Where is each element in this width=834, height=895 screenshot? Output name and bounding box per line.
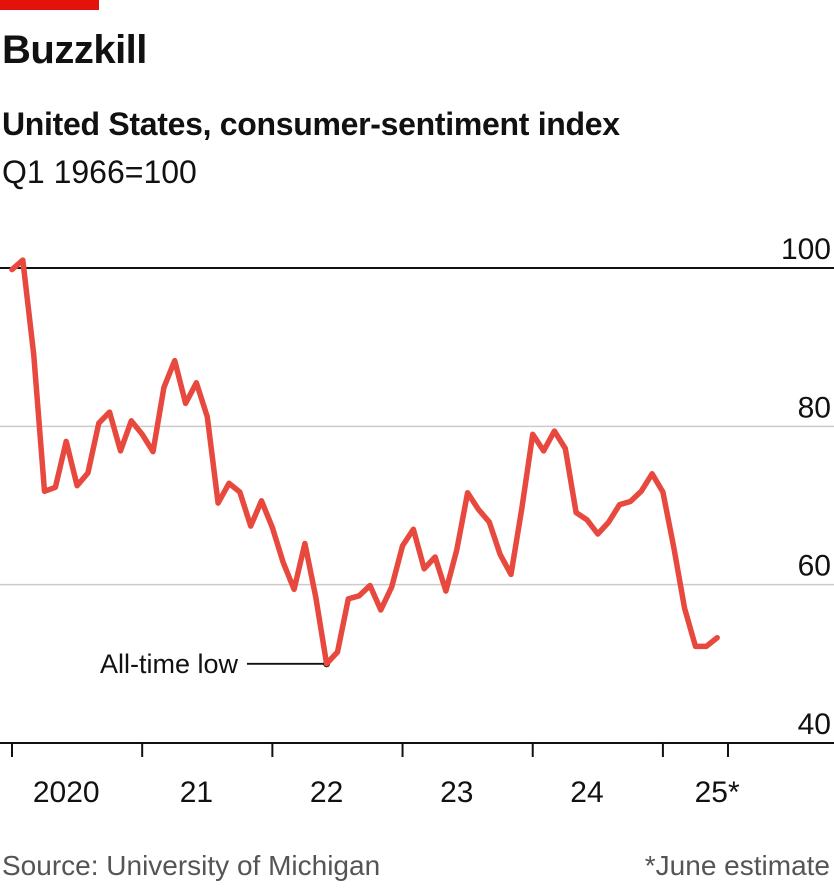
- chart-title: Buzzkill: [2, 28, 147, 72]
- y-tick-label-40: 40: [798, 708, 831, 741]
- brand-accent-bar: [0, 0, 99, 10]
- x-tick-label-24: 24: [570, 776, 603, 809]
- y-tick-label-60: 60: [798, 550, 831, 583]
- footnote: *June estimate: [644, 850, 830, 881]
- x-tick-label-22: 22: [310, 776, 343, 809]
- x-tick-label-2020: 2020: [33, 776, 100, 809]
- chart-unit: Q1 1966=100: [2, 154, 197, 190]
- line-chart: 100 80 60 40 2020 21 22 23 24 25* All-time low: [0, 233, 834, 809]
- annotation-label-0: All-time low: [100, 649, 239, 679]
- series-layer: [9, 257, 720, 667]
- y-tick-label-100: 100: [781, 233, 831, 266]
- series-line-0: [9, 257, 720, 667]
- x-tick-label-21: 21: [180, 776, 213, 809]
- y-axis-labels: 100 80 60 40: [781, 233, 831, 741]
- x-tick-label-23: 23: [440, 776, 473, 809]
- source-note: Source: University of Michigan: [2, 850, 381, 881]
- chart-subtitle: United States, consumer-sentiment index: [2, 106, 620, 142]
- annotations: All-time low: [100, 649, 331, 679]
- x-axis: 2020 21 22 23 24 25*: [0, 742, 834, 809]
- x-tick-label-25*: 25*: [695, 776, 740, 809]
- y-tick-label-80: 80: [798, 391, 831, 424]
